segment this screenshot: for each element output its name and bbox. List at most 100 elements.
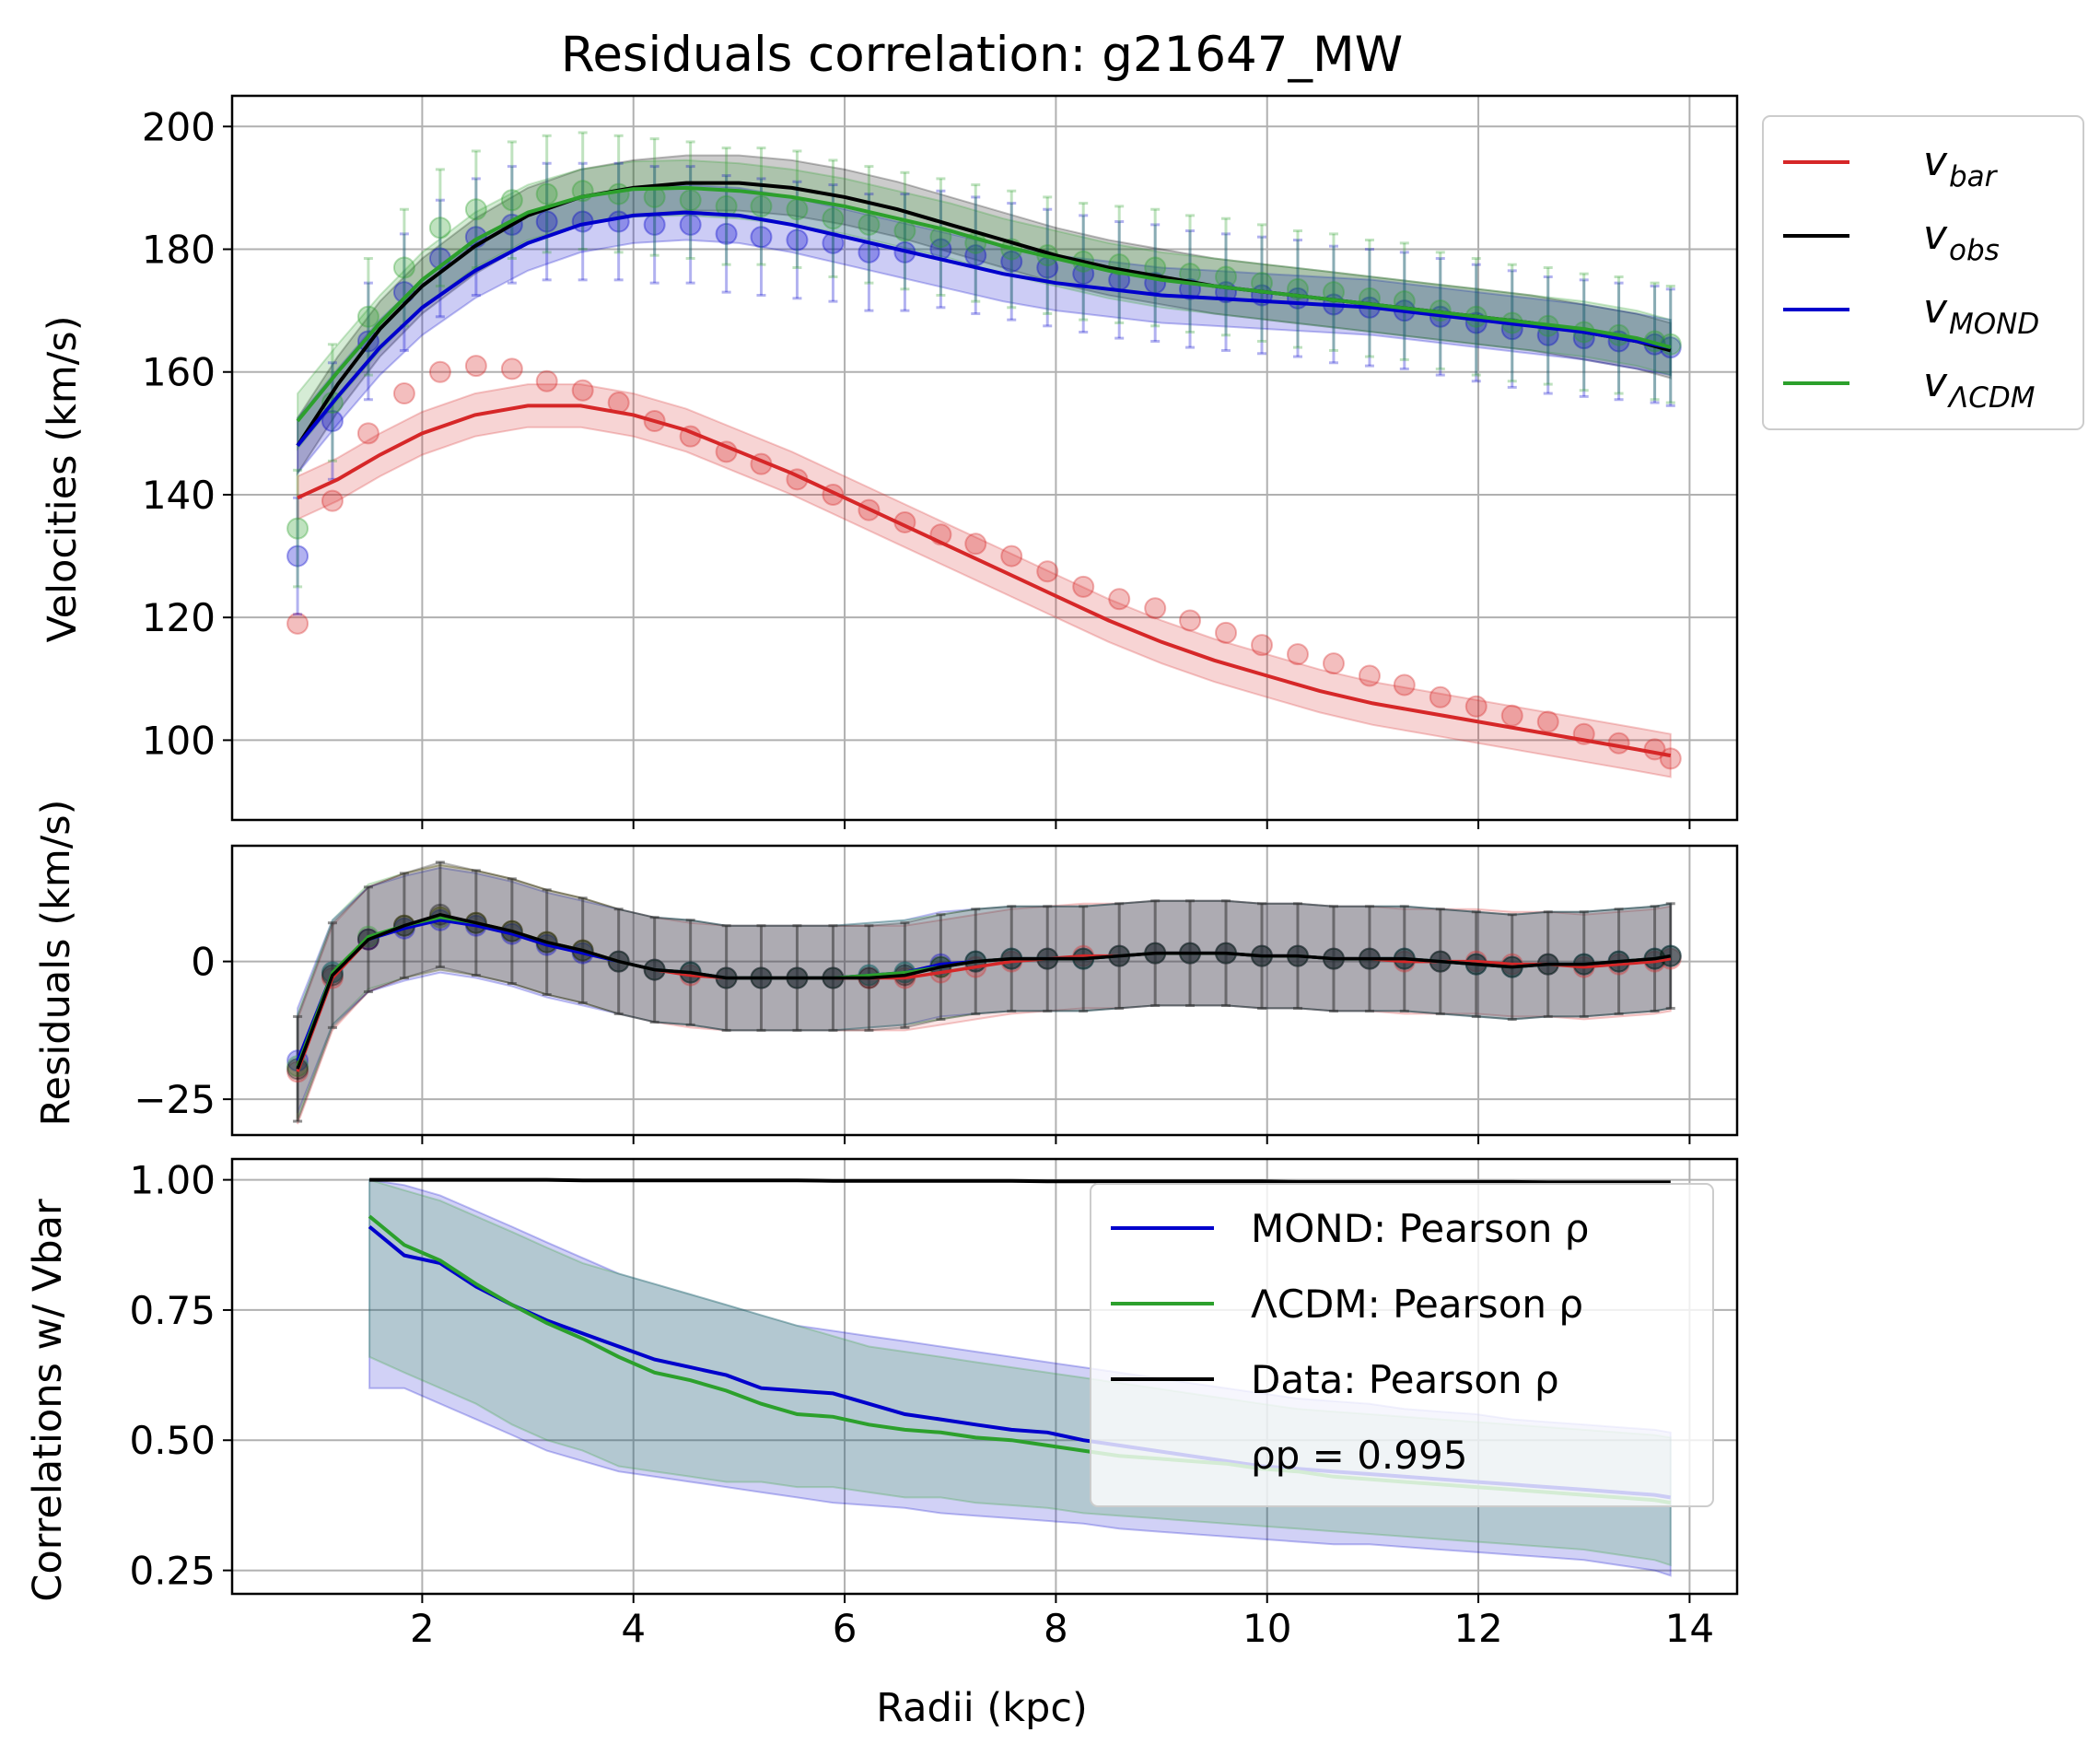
data-point-v_MOND — [679, 213, 702, 236]
data-point-v_bar — [964, 533, 987, 556]
data-point-v_MOND — [1000, 250, 1023, 273]
x-tick-label: 14 — [1665, 1606, 1714, 1651]
y-tick-label: 200 — [142, 104, 216, 149]
data-point-v_bar — [1144, 597, 1167, 620]
legend-label-v: v — [1923, 138, 1948, 185]
legend-label-v: v — [1923, 359, 1948, 406]
data-point-v_bar — [1464, 695, 1488, 718]
data-point-v_bar — [1000, 544, 1023, 568]
data-point-v_bar — [1659, 747, 1682, 770]
data-point-v_bar — [1251, 634, 1273, 657]
y-tick-label: 160 — [142, 350, 216, 395]
data-point-v_bar — [1358, 664, 1381, 687]
data-point-v_bar — [1179, 609, 1202, 632]
legend-frame — [1762, 115, 2084, 430]
x-tick-label: 6 — [833, 1606, 858, 1651]
data-point-v_ΛCDM — [1215, 265, 1238, 288]
plot-frame — [230, 844, 1739, 1137]
band-v_ΛCDM — [297, 158, 1672, 451]
data-point-v_MOND — [535, 210, 558, 233]
band-bar — [297, 863, 1672, 1125]
data-point-v_ΛCDM — [750, 194, 773, 217]
data-point-v_bar — [464, 355, 487, 378]
y-tick-label: 180 — [142, 228, 216, 273]
y-axis-label-correlations: Correlations w/ Vbar — [25, 1199, 71, 1602]
data-point-v_bar — [1036, 560, 1059, 583]
y-tick-label: −25 — [134, 1077, 216, 1122]
y-axis-label-residuals: Residuals (km/s) — [33, 800, 79, 1127]
data-point-v_bar — [1072, 575, 1095, 598]
y-tick-label: 140 — [142, 473, 216, 518]
x-tick-label: 8 — [1044, 1606, 1068, 1651]
data-point-v_ΛCDM — [679, 189, 702, 212]
data-point-v_MOND — [286, 544, 309, 568]
data-point-v_ΛCDM — [356, 305, 379, 328]
data-point-v_bar — [1536, 710, 1559, 733]
legend-label: ρp = 0.995 — [1251, 1433, 1467, 1478]
line-v_bar — [297, 404, 1672, 758]
data-point-v_bar — [1429, 685, 1452, 708]
residual-line-obs — [296, 912, 1672, 1070]
data-point-v_ΛCDM — [286, 517, 309, 540]
band-obs — [297, 860, 1672, 1122]
legend-label: Data: Pearson ρ — [1251, 1357, 1559, 1402]
data-point-v_bar — [500, 357, 523, 380]
legend-label-sub: obs — [1949, 234, 2000, 267]
line-v_MOND — [296, 210, 1672, 447]
y-tick-label: 0.25 — [129, 1549, 216, 1594]
data-point-v_MOND — [750, 226, 773, 249]
data-point-v_bar — [1500, 704, 1523, 727]
data-point-v_ΛCDM — [858, 213, 881, 236]
correlation-line — [369, 1177, 1671, 1185]
data-point-v_ΛCDM — [786, 198, 809, 221]
y-tick-label: 1.00 — [129, 1158, 216, 1203]
x-tick-label: 2 — [410, 1606, 435, 1651]
residuals-panel: −25 0 — [134, 844, 1739, 1144]
y-axis-label-velocities: Velocities (km/s) — [40, 316, 86, 643]
data-point-v_bar — [1215, 621, 1238, 644]
data-point-v_ΛCDM — [1322, 281, 1345, 304]
band-v_bar — [297, 383, 1672, 778]
data-point-v_ΛCDM — [392, 256, 415, 279]
legend-frame — [1090, 1183, 1714, 1507]
legend-label-sub: ΛCDM — [1947, 381, 2035, 415]
y-tick-label: 120 — [142, 595, 216, 640]
x-tick-label: 4 — [621, 1606, 646, 1651]
data-point-v_bar — [571, 379, 594, 402]
data-point-v_bar — [535, 369, 558, 392]
data-point-v_bar — [1322, 652, 1345, 675]
band-v_obs — [297, 154, 1672, 477]
data-point-v_bar — [428, 360, 451, 383]
legend-label: MOND: Pearson ρ — [1251, 1206, 1589, 1251]
y-tick-label: 100 — [142, 718, 216, 763]
data-point-v_ΛCDM — [428, 217, 451, 240]
plot-frame — [230, 1157, 1739, 1596]
data-point-v_MOND — [786, 228, 809, 252]
y-tick-label: 0 — [191, 940, 216, 985]
data-point-v_bar — [1286, 643, 1309, 666]
legend-label-v: v — [1923, 212, 1948, 259]
data-point-v_bar — [1393, 673, 1416, 697]
x-tick-label: 12 — [1453, 1606, 1502, 1651]
legend-label-sub: MOND — [1949, 308, 2039, 341]
legend-label: ΛCDM: Pearson ρ — [1251, 1282, 1583, 1327]
x-tick-label: 10 — [1242, 1606, 1291, 1651]
data-point-v_bar — [1108, 588, 1131, 611]
legend-correlations: MOND: Pearson ρ ΛCDM: Pearson ρ Data: Pear… — [1090, 1183, 1714, 1507]
data-point-v_ΛCDM — [822, 207, 845, 230]
chart-title: Residuals correlation: g21647_MW — [561, 27, 1403, 83]
data-point-v_bar — [286, 612, 309, 635]
data-point-v_bar — [321, 489, 344, 512]
y-tick-label: 0.75 — [129, 1288, 216, 1333]
data-point-v_ΛCDM — [535, 182, 558, 205]
legend-label-sub: bar — [1949, 160, 1999, 193]
data-point-v_bar — [356, 422, 379, 445]
line-v_ΛCDM — [296, 185, 1672, 423]
legend-label-v: v — [1923, 286, 1948, 333]
data-point-v_ΛCDM — [464, 198, 487, 221]
correlations-panel: 2 4 6 8 10 12 14 0.25 0.50 0.75 1.00 MOND: Pearson … — [129, 1157, 1739, 1651]
